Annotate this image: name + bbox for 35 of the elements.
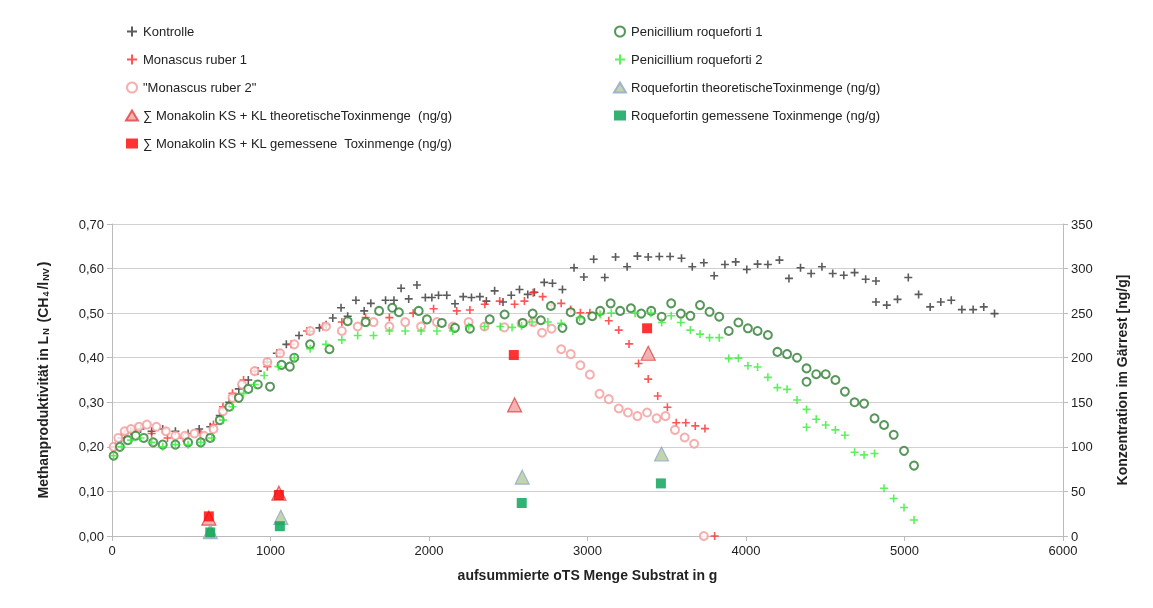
legend-label: Penicillium roqueforti 1	[631, 24, 763, 39]
y-tick-label: 0,50	[78, 305, 104, 321]
x-tick-label: 0	[108, 543, 116, 558]
y2-tick-label: 50	[1071, 483, 1086, 499]
y-tick-label: 0,30	[78, 394, 104, 410]
y-tick-label: 0,40	[78, 350, 104, 366]
x-tick-label: 6000	[1048, 543, 1078, 558]
legend-label: Monascus ruber 1	[143, 52, 248, 67]
x-axis-title: aufsummierte oTS Menge Substrat in g	[457, 567, 718, 583]
y2-tick-label: 250	[1071, 305, 1093, 321]
y-tick-label: 0,00	[78, 528, 104, 544]
y-tick-label: 0,60	[78, 261, 104, 277]
x-tick-label: 2000	[414, 543, 444, 558]
y2-tick-label: 100	[1071, 439, 1093, 455]
legend-label: Penicillium roqueforti 2	[631, 52, 763, 67]
y2-tick-label: 150	[1071, 394, 1093, 410]
y2-tick-label: 300	[1071, 261, 1093, 277]
x-tick-label: 5000	[890, 543, 919, 558]
legend-label: Roquefortin gemessene Toxinmenge (ng/g)	[631, 108, 881, 123]
y-tick-label: 0,70	[78, 216, 104, 232]
y2-tick-label: 200	[1071, 350, 1093, 366]
x-tick-label: 1000	[256, 543, 285, 558]
x-tick-label: 4000	[731, 543, 761, 558]
y2-tick-label: 0	[1071, 528, 1079, 544]
legend-label: ∑ Monakolin KS + KL theoretischeToxinmenge (ng/g)	[143, 108, 453, 123]
y-axis-title: Methanproduktivität in LN (CH4/lNV)	[34, 261, 51, 499]
legend-label: Kontrolle	[143, 24, 195, 39]
legend-label: ∑ Monakolin KS + KL gemessene Toxinmenge (ng/g)	[143, 136, 452, 151]
legend-label: Roquefortin theoretischeToxinmenge (ng/g)	[631, 80, 881, 95]
x-tick-label: 3000	[573, 543, 602, 558]
y2-axis-title: Konzentration im Gärrest [ng/g]	[1114, 274, 1130, 486]
y2-tick-label: 350	[1071, 216, 1093, 232]
y-tick-label: 0,10	[78, 483, 104, 499]
y-tick-label: 0,20	[78, 439, 104, 455]
legend-label: "Monascus ruber 2"	[143, 80, 257, 95]
